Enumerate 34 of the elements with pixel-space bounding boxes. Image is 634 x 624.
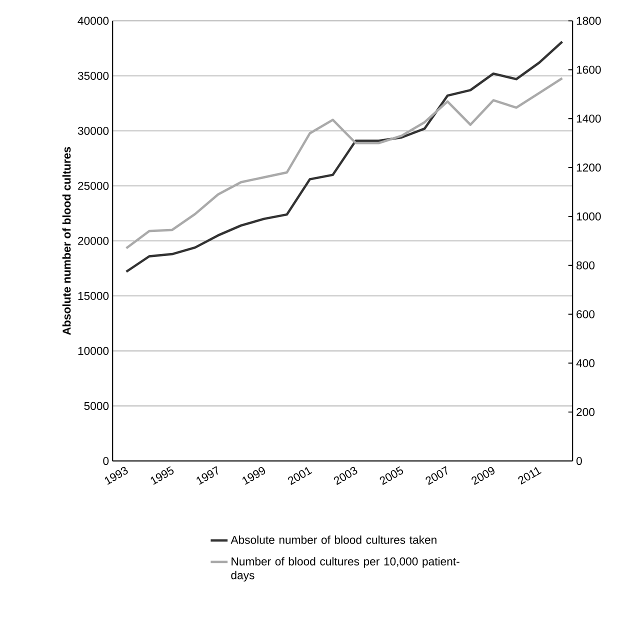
x-tick-label: 2005 [380,466,404,486]
y2-tick-label: 1600 [576,66,601,74]
y-axis-title: Absolute number of blood cultures [62,147,71,336]
y2-tick-label: 200 [576,408,595,416]
y-tick-label: 0 [103,457,109,466]
y-tick-label: 10000 [78,347,109,356]
y2-tick-label: 0 [576,457,582,466]
x-tick-label: 2009 [472,467,494,486]
y2-tick-label: 1400 [576,114,601,123]
legend-label: Absolute number of blood cultures taken [230,536,436,544]
x-tick-label: 1993 [104,467,128,486]
x-tick-label: 2003 [334,467,358,486]
y2-tick-label: 800 [576,262,595,270]
y-tick-label: 35000 [78,72,109,80]
y-tick-label: 15000 [78,292,109,300]
y2-tick-label: 1200 [576,164,601,172]
x-tick-label: 1995 [150,466,174,486]
line-series [125,40,564,274]
y-tick-label: 25000 [78,182,109,190]
x-tick-label: 2007 [426,466,448,486]
line-series [125,77,564,250]
y2-tick-label: 600 [576,310,595,318]
x-tick-label: 2001 [288,467,312,486]
y2-tick-label: 1800 [576,17,601,26]
x-tick-label: 1997 [196,466,218,486]
y-tick-label: 40000 [78,17,109,26]
x-tick-label: 1999 [242,467,266,486]
legend-label: Number of blood cultures per 10,000 patient-days [231,557,460,582]
y-tick-label: 20000 [78,237,109,246]
x-tick-label: 2011 [518,467,542,485]
y2-tick-label: 400 [576,359,595,368]
y-tick-label: 30000 [78,127,109,136]
y2-tick-label: 1000 [576,212,601,221]
y-tick-label: 5000 [84,402,109,410]
